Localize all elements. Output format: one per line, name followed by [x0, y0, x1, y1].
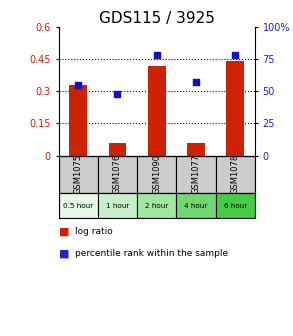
Text: GSM1075: GSM1075 — [74, 154, 83, 195]
Text: percentile rank within the sample: percentile rank within the sample — [75, 249, 228, 258]
Bar — [176, 193, 216, 218]
Text: log ratio: log ratio — [75, 227, 113, 236]
Text: GSM1090: GSM1090 — [152, 154, 161, 194]
Text: 4 hour: 4 hour — [184, 203, 208, 209]
Bar — [187, 143, 205, 156]
Point — [76, 82, 81, 88]
Bar — [98, 156, 137, 193]
Text: ■: ■ — [59, 249, 69, 259]
Bar — [137, 156, 176, 193]
Point — [194, 80, 198, 85]
Text: 0.5 hour: 0.5 hour — [63, 203, 93, 209]
Point — [233, 52, 238, 58]
Bar — [59, 156, 98, 193]
Text: 2 hour: 2 hour — [145, 203, 168, 209]
Title: GDS115 / 3925: GDS115 / 3925 — [99, 11, 215, 26]
Text: GSM1077: GSM1077 — [192, 154, 200, 195]
Bar — [226, 61, 244, 156]
Text: GSM1076: GSM1076 — [113, 154, 122, 195]
Bar — [69, 85, 87, 156]
Bar — [137, 193, 176, 218]
Text: ■: ■ — [59, 227, 69, 237]
Bar — [176, 156, 216, 193]
Bar — [216, 193, 255, 218]
Point — [115, 91, 120, 96]
Point — [154, 52, 159, 58]
Text: 1 hour: 1 hour — [106, 203, 129, 209]
Bar — [109, 143, 126, 156]
Bar — [98, 193, 137, 218]
Bar — [59, 193, 98, 218]
Text: 6 hour: 6 hour — [224, 203, 247, 209]
Text: GSM1078: GSM1078 — [231, 154, 240, 195]
Bar — [216, 156, 255, 193]
Bar — [148, 66, 166, 156]
